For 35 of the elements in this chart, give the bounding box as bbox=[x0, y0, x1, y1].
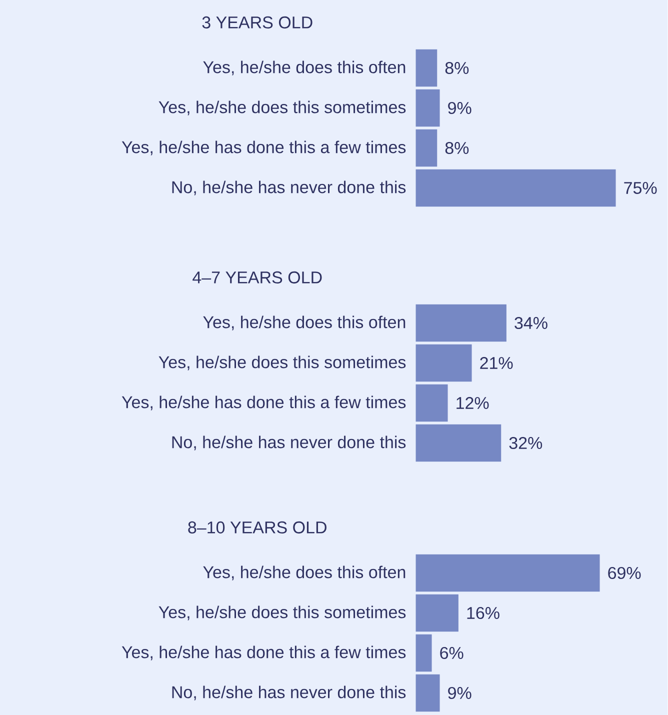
data-label: 8% bbox=[445, 62, 469, 74]
data-label: 21% bbox=[480, 357, 513, 369]
data-label: 9% bbox=[448, 102, 472, 114]
y-tick-label: Yes, he/she does this sometimes bbox=[158, 356, 406, 370]
y-tick-label: Yes, he/she has done this a few times bbox=[122, 396, 406, 410]
y-tick-label: Yes, he/she does this sometimes bbox=[158, 100, 406, 116]
bar bbox=[416, 594, 459, 632]
data-label: 32% bbox=[509, 436, 542, 450]
bar bbox=[416, 674, 440, 712]
text: 8–10 YEARS OLD bbox=[188, 521, 327, 534]
data-label: 69% bbox=[608, 566, 641, 580]
data-label: 6% bbox=[440, 646, 464, 660]
y-tick-label: Yes, he/she does this often bbox=[203, 60, 406, 76]
y-tick-label: Yes, he/she does this often bbox=[203, 566, 406, 580]
data-label: 75% bbox=[624, 182, 657, 194]
y-tick-label: Yes, he/she has done this a few times bbox=[122, 140, 406, 156]
bar bbox=[416, 384, 448, 422]
y-tick-label: Yes, he/she does this sometimes bbox=[158, 606, 406, 620]
y-tick-label: Yes, he/she has done this a few times bbox=[122, 646, 406, 660]
data-label: 8% bbox=[445, 142, 469, 154]
y-tick-label: Yes, he/she does this often bbox=[203, 316, 406, 330]
data-label: 34% bbox=[514, 316, 548, 330]
bar bbox=[416, 424, 502, 462]
bar bbox=[416, 634, 432, 672]
data-label: 16% bbox=[467, 606, 500, 620]
y-tick-label: No, he/she has never done this bbox=[172, 180, 406, 196]
y-tick-label: No, he/she has never done this bbox=[172, 686, 406, 700]
bar bbox=[416, 554, 600, 592]
bar bbox=[416, 304, 507, 342]
data-label: 12% bbox=[456, 397, 489, 409]
y-tick-label: No, he/she has never done this bbox=[172, 436, 406, 450]
text: 4–7 YEARS OLD bbox=[192, 271, 322, 284]
bar bbox=[416, 344, 472, 382]
text: 3 YEARS OLD bbox=[202, 16, 312, 28]
data-label: 9% bbox=[448, 686, 472, 700]
